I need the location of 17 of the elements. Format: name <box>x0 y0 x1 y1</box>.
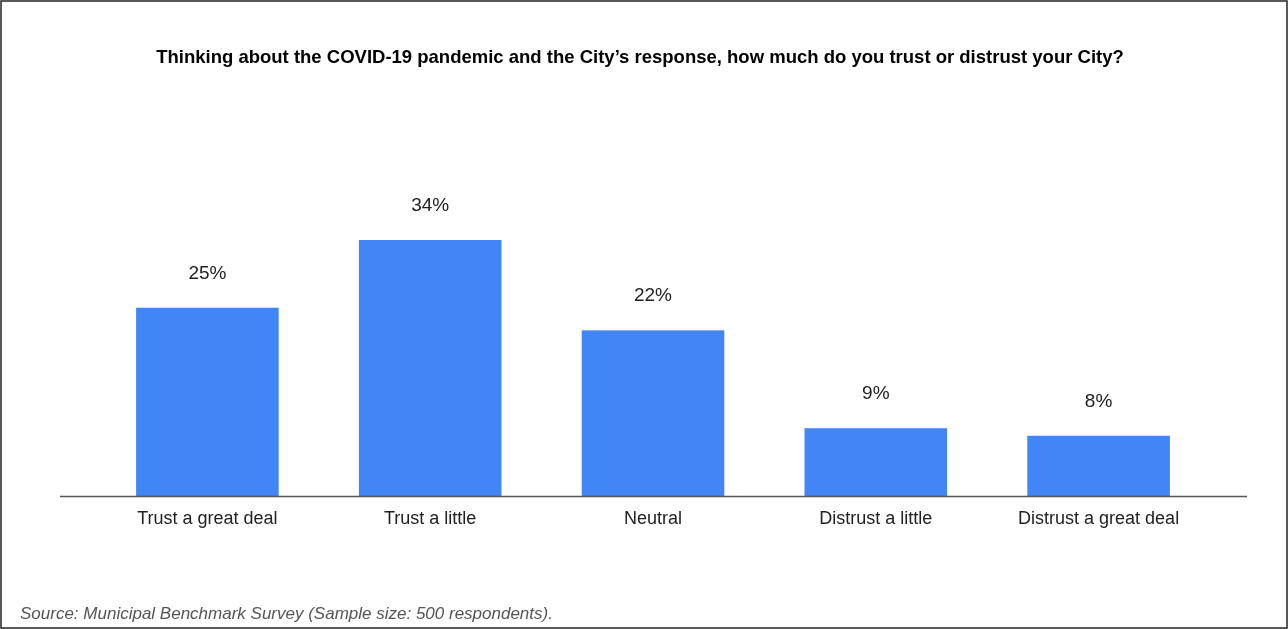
chart-title: Thinking about the COVID-19 pandemic and the City’s response, how much do you trust or distrust your City? <box>156 46 1124 67</box>
x-tick-label: Trust a little <box>384 508 477 528</box>
bar <box>358 240 502 496</box>
x-tick-label: Neutral <box>623 508 683 528</box>
bar <box>804 428 948 496</box>
data-label: 8% <box>1084 389 1113 411</box>
source-note: Source: Municipal Benchmark Survey (Sample size: 500 respondents). <box>20 604 553 623</box>
bar <box>1027 435 1170 496</box>
x-tick-label: Trust a great deal <box>137 508 278 528</box>
x-tick-label: Distrust a great deal <box>1018 508 1180 528</box>
bar <box>136 307 279 496</box>
x-tick-label: Distrust a little <box>819 508 933 528</box>
data-label: 22% <box>633 284 673 306</box>
data-label: 25% <box>188 261 227 283</box>
data-label: 9% <box>862 382 890 404</box>
data-label: 34% <box>411 194 450 215</box>
bar <box>581 330 725 496</box>
